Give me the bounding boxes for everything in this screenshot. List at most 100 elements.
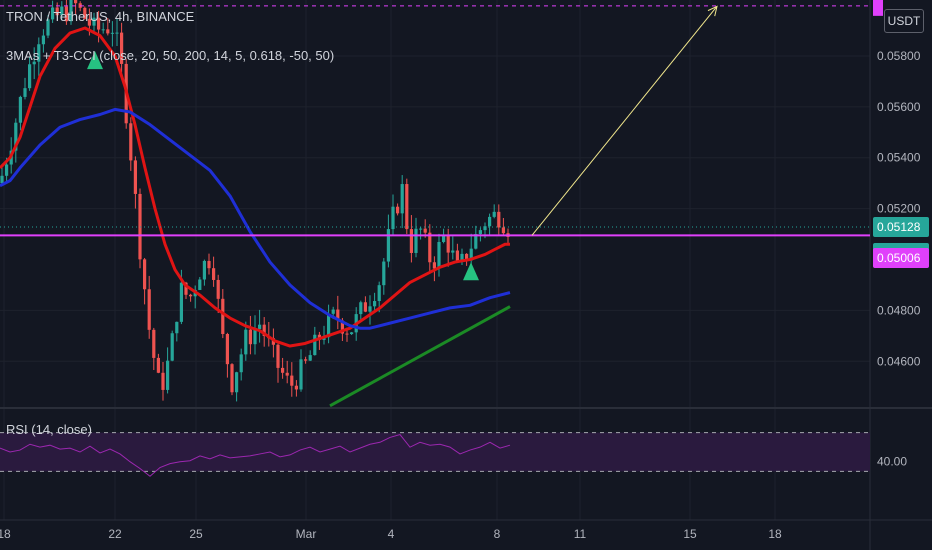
candle-body <box>363 302 367 312</box>
candle-body <box>244 329 248 355</box>
candle-body <box>308 355 312 361</box>
candle-body <box>248 329 252 345</box>
candle-body <box>110 32 114 34</box>
candle-body <box>483 226 487 231</box>
candle-body <box>51 7 55 20</box>
candle-body <box>313 334 317 356</box>
candle-body <box>97 17 101 30</box>
candle-body <box>359 302 363 315</box>
candle-body <box>423 228 427 233</box>
price-tick-label: 0.05600 <box>877 100 921 114</box>
candle-body <box>460 253 464 262</box>
candle-body <box>501 227 505 234</box>
candle-body <box>377 285 381 302</box>
candle-body <box>147 289 151 330</box>
candle-body <box>437 241 441 269</box>
rsi-legend[interactable]: RSI (14, close) <box>6 422 92 437</box>
candle-body <box>405 184 409 230</box>
candle-body <box>492 211 496 217</box>
candle-body <box>258 324 262 330</box>
candle-body <box>382 261 386 286</box>
candle-body <box>432 262 436 269</box>
candle-body <box>474 234 478 249</box>
candle-body <box>400 184 404 214</box>
candle-body <box>386 229 390 262</box>
candle-body <box>391 206 395 230</box>
candle-body <box>336 309 340 321</box>
rsi-line <box>0 433 511 477</box>
time-tick-label: 15 <box>683 527 697 541</box>
candle-body <box>235 372 239 393</box>
candle-body <box>120 32 124 64</box>
price-axis[interactable]: 0.05800 0.05600 0.05400 0.05200 0.04800 0.046… <box>873 0 929 368</box>
price-tick-label: 0.05400 <box>877 151 921 165</box>
candle-body <box>290 375 294 386</box>
candle-body <box>299 359 303 390</box>
buy-signals <box>87 51 479 281</box>
candle-body <box>368 306 372 312</box>
candle-body <box>350 332 354 335</box>
candle-body <box>69 0 73 22</box>
rsi-pane: 40.00 <box>0 432 907 477</box>
candle-body <box>14 122 18 151</box>
candle-body <box>478 230 482 235</box>
price-tick-label: 0.05200 <box>877 202 921 216</box>
candle-body <box>281 367 285 373</box>
candle-body <box>166 360 170 390</box>
price-tick-label: 0.04800 <box>877 303 921 317</box>
candle-body <box>5 164 9 176</box>
ma-line-ma-20 <box>0 26 510 348</box>
price-label-text: 0.05128 <box>877 220 921 234</box>
candle-body <box>225 333 229 365</box>
candle-body <box>414 228 418 253</box>
candle-body <box>129 123 133 161</box>
time-tick-label: 11 <box>574 527 587 541</box>
candle-body <box>396 206 400 214</box>
candle-body <box>106 29 110 34</box>
candle-body <box>156 357 160 373</box>
candle-body <box>340 320 344 334</box>
moving-averages <box>0 26 511 408</box>
candle-body <box>455 250 459 262</box>
candle-body <box>175 321 179 334</box>
candle-body <box>216 279 220 299</box>
candle-body <box>189 294 193 297</box>
candle-body <box>101 29 105 31</box>
candle-body <box>469 248 473 261</box>
time-tick-label: 25 <box>189 527 203 541</box>
time-tick-label: 18 <box>0 527 11 541</box>
candle-body <box>285 372 289 376</box>
time-axis[interactable]: 18 22 25 Mar 4 8 11 15 18 <box>0 527 782 541</box>
candle-body <box>488 216 492 227</box>
rsi-band-fill <box>0 432 870 472</box>
candle-body <box>37 44 41 62</box>
candle-body <box>23 88 27 97</box>
time-tick-label: 18 <box>768 527 782 541</box>
candle-body <box>60 6 64 16</box>
candle-body <box>83 7 87 19</box>
candle-body <box>221 298 225 334</box>
candle-body <box>115 32 119 34</box>
candle-body <box>55 7 59 16</box>
candle-body <box>497 211 501 228</box>
horizontal-lines <box>0 5 870 237</box>
candle-body <box>409 229 413 253</box>
candle-body <box>198 279 202 290</box>
ma-line-ma-200 <box>329 305 511 408</box>
candle-body <box>87 18 91 26</box>
candle-body <box>133 160 137 194</box>
symbol-title: TRON / TetherUS, 4h, BINANCE <box>6 9 195 24</box>
candle-body <box>161 372 165 390</box>
candle-body <box>18 96 22 123</box>
time-tick-label: 8 <box>494 527 501 541</box>
price-label-horizontal-line <box>873 247 929 268</box>
candle-body <box>428 232 432 263</box>
candle-body <box>179 282 183 322</box>
candle-body <box>465 253 469 261</box>
indicator-legend[interactable]: 3MAs + T3-CCI (close, 20, 50, 200, 14, 5… <box>6 48 335 63</box>
candle-body <box>373 301 377 307</box>
currency-button[interactable]: USDT <box>884 9 924 33</box>
candle-body <box>41 35 45 45</box>
candle-body <box>0 175 4 184</box>
